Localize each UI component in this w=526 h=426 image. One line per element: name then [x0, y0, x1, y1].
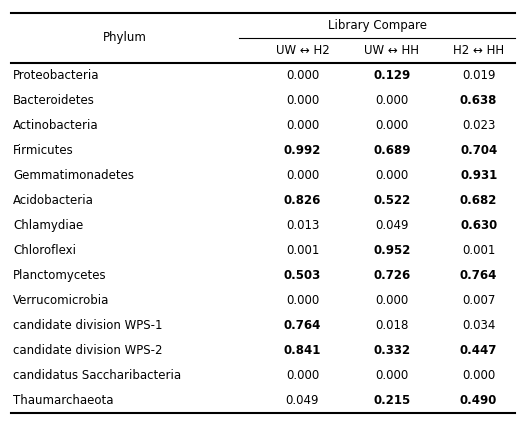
Text: Firmicutes: Firmicutes: [13, 144, 74, 157]
Text: 0.013: 0.013: [286, 219, 319, 232]
Text: 0.764: 0.764: [284, 319, 321, 332]
Text: Actinobacteria: Actinobacteria: [13, 119, 99, 132]
Text: Thaumarchaeota: Thaumarchaeota: [13, 394, 114, 407]
Text: 0.000: 0.000: [286, 294, 319, 307]
Text: 0.001: 0.001: [286, 244, 319, 257]
Text: 0.000: 0.000: [286, 94, 319, 107]
Text: Bacteroidetes: Bacteroidetes: [13, 94, 95, 107]
Text: candidate division WPS-2: candidate division WPS-2: [13, 344, 163, 357]
Text: 0.215: 0.215: [373, 394, 410, 407]
Text: Proteobacteria: Proteobacteria: [13, 69, 99, 82]
Text: Planctomycetes: Planctomycetes: [13, 269, 107, 282]
Text: 0.019: 0.019: [462, 69, 495, 82]
Text: candidatus Saccharibacteria: candidatus Saccharibacteria: [13, 369, 181, 382]
Text: 0.001: 0.001: [462, 244, 495, 257]
Text: 0.332: 0.332: [373, 344, 410, 357]
Text: 0.049: 0.049: [286, 394, 319, 407]
Text: 0.764: 0.764: [460, 269, 498, 282]
Text: 0.023: 0.023: [462, 119, 495, 132]
Text: 0.826: 0.826: [284, 194, 321, 207]
Text: UW ↔ H2: UW ↔ H2: [276, 44, 329, 57]
Text: 0.000: 0.000: [286, 369, 319, 382]
Text: 0.000: 0.000: [286, 169, 319, 182]
Text: 0.000: 0.000: [462, 369, 495, 382]
Text: 0.490: 0.490: [460, 394, 498, 407]
Text: 0.007: 0.007: [462, 294, 495, 307]
Text: 0.726: 0.726: [373, 269, 410, 282]
Text: 0.522: 0.522: [373, 194, 410, 207]
Text: 0.049: 0.049: [375, 219, 409, 232]
Text: 0.841: 0.841: [284, 344, 321, 357]
Text: 0.000: 0.000: [375, 94, 409, 107]
Text: 0.000: 0.000: [375, 119, 409, 132]
Text: 0.704: 0.704: [460, 144, 497, 157]
Text: 0.682: 0.682: [460, 194, 498, 207]
Text: Verrucomicrobia: Verrucomicrobia: [13, 294, 109, 307]
Text: 0.992: 0.992: [284, 144, 321, 157]
Text: 0.000: 0.000: [286, 119, 319, 132]
Text: Phylum: Phylum: [103, 31, 147, 44]
Text: 0.447: 0.447: [460, 344, 498, 357]
Text: 0.129: 0.129: [373, 69, 410, 82]
Text: 0.689: 0.689: [373, 144, 411, 157]
Text: Gemmatimonadetes: Gemmatimonadetes: [13, 169, 134, 182]
Text: Chloroflexi: Chloroflexi: [13, 244, 76, 257]
Text: UW ↔ HH: UW ↔ HH: [365, 44, 419, 57]
Text: 0.638: 0.638: [460, 94, 498, 107]
Text: 0.000: 0.000: [286, 69, 319, 82]
Text: 0.000: 0.000: [375, 169, 409, 182]
Text: Chlamydiae: Chlamydiae: [13, 219, 84, 232]
Text: Library Compare: Library Compare: [328, 19, 427, 32]
Text: 0.018: 0.018: [375, 319, 409, 332]
Text: 0.952: 0.952: [373, 244, 411, 257]
Text: 0.000: 0.000: [375, 294, 409, 307]
Text: 0.931: 0.931: [460, 169, 497, 182]
Text: 0.503: 0.503: [284, 269, 321, 282]
Text: 0.034: 0.034: [462, 319, 495, 332]
Text: candidate division WPS-1: candidate division WPS-1: [13, 319, 163, 332]
Text: 0.630: 0.630: [460, 219, 497, 232]
Text: H2 ↔ HH: H2 ↔ HH: [453, 44, 504, 57]
Text: Acidobacteria: Acidobacteria: [13, 194, 94, 207]
Text: 0.000: 0.000: [375, 369, 409, 382]
